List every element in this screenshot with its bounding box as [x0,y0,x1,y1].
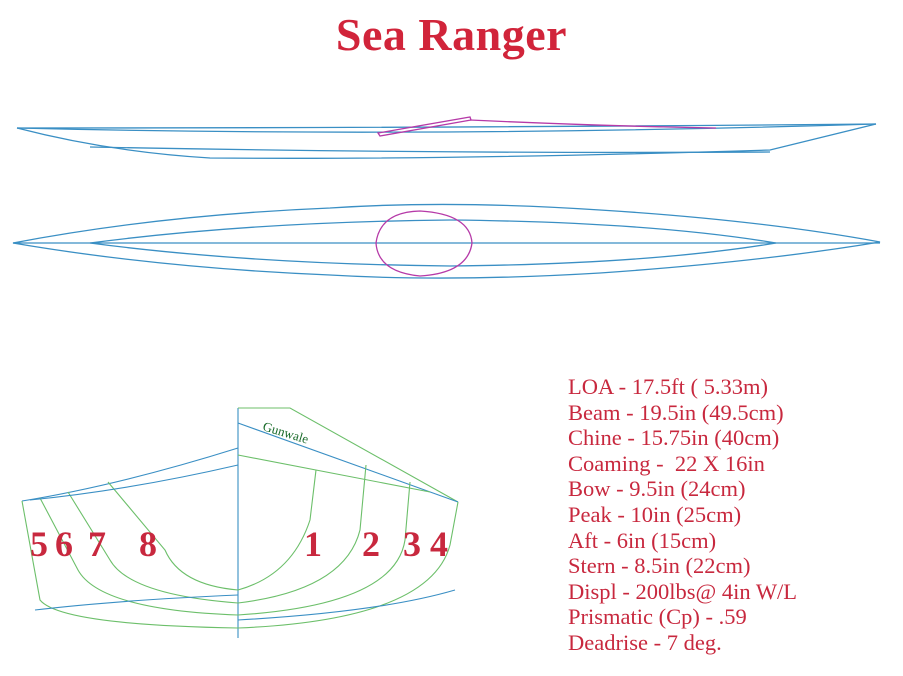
body-plan-deck-outline-right [238,407,459,503]
station-number-7: 7 [88,524,106,564]
spec-loa: LOA - 17.5ft ( 5.33m) [568,374,768,399]
spec-aft: Aft - 6in (15cm) [568,527,717,553]
spec-bow: Bow - 9.5in (24cm) [568,476,746,502]
station-number-6: 6 [55,524,73,564]
station-number-1: 1 [304,524,322,564]
profile-deck-line [16,123,877,133]
body-plan-section-station-5 [21,500,239,629]
station-number-3: 3 [403,524,421,564]
body-plan-section-station-4 [237,501,459,629]
spec-chine: Chine - 15.75in (40cm) [568,425,780,451]
profile-keel-line [16,123,877,159]
body-plan-section-station-2 [237,464,367,604]
spec-peak: Peak - 10in (25cm) [568,501,742,527]
spec-displacement: Displ - 200lbs@ 4in W/L [568,578,798,604]
spec-coaming: Coaming - 22 X 16in [568,450,765,476]
spec-list: LOA - 17.5ft ( 5.33m) Beam - 19.5in (49.… [568,374,797,656]
body-plan-view: Gunwale [21,407,459,638]
body-plan-section-station-6 [39,497,239,616]
gunwale-label: Gunwale [261,419,310,447]
profile-view [16,116,877,159]
page-title: Sea Ranger [335,9,568,60]
spec-prismatic: Prismatic (Cp) - .59 [568,604,747,630]
station-number-8: 8 [139,524,157,564]
body-plan-waterline-left [34,594,239,611]
profile-sheer-line [16,123,877,129]
spec-deadrise: Deadrise - 7 deg. [568,629,722,655]
body-plan-chine-line-right [237,454,431,493]
body-plan-section-station-3 [237,481,411,616]
plan-view [12,203,881,279]
body-plan-section-station-7 [67,491,239,604]
body-plan-gunwale-line [237,422,459,503]
body-plan-section-station-8 [107,481,239,591]
spec-beam: Beam - 19.5in (49.5cm) [568,399,784,425]
plan-cockpit-opening [375,210,473,277]
station-number-5: 5 [30,524,48,564]
station-number-4: 4 [430,524,448,564]
body-plan-deck-outline-left [21,447,239,502]
profile-deck-ridge-line [469,119,717,129]
station-number-2: 2 [362,524,380,564]
profile-chine-line [89,146,771,154]
plan-gunwale-line [12,203,881,279]
spec-stern: Stern - 8.5in (22cm) [568,553,751,579]
body-plan-section-station-1 [237,469,317,591]
body-plan-waterline-right [237,589,456,621]
body-plan-chine-line-left [29,464,239,501]
